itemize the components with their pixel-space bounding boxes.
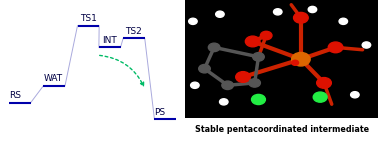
Circle shape <box>236 72 250 82</box>
Text: Stable pentacoordinated intermediate: Stable pentacoordinated intermediate <box>195 125 369 134</box>
Circle shape <box>260 31 272 40</box>
Circle shape <box>191 82 199 88</box>
Circle shape <box>251 94 265 105</box>
Circle shape <box>292 52 310 66</box>
Circle shape <box>220 99 228 105</box>
Circle shape <box>308 6 317 13</box>
Circle shape <box>292 60 299 65</box>
Circle shape <box>328 42 343 53</box>
Circle shape <box>317 78 332 88</box>
Circle shape <box>274 9 282 15</box>
Text: TS1: TS1 <box>80 14 97 23</box>
Text: PS: PS <box>155 108 166 117</box>
Circle shape <box>216 11 224 17</box>
Circle shape <box>199 64 210 73</box>
Circle shape <box>294 12 308 23</box>
Bar <box>185 0 378 118</box>
Circle shape <box>189 18 197 24</box>
Circle shape <box>351 92 359 98</box>
Circle shape <box>253 53 264 61</box>
Text: WAT: WAT <box>43 74 62 83</box>
Circle shape <box>313 92 327 102</box>
Text: INT: INT <box>102 36 117 45</box>
Circle shape <box>222 81 233 90</box>
Circle shape <box>339 18 347 24</box>
Circle shape <box>362 42 371 48</box>
Text: RS: RS <box>9 91 21 100</box>
Circle shape <box>249 79 260 87</box>
Circle shape <box>245 36 260 47</box>
Circle shape <box>208 43 220 52</box>
Text: TS2: TS2 <box>125 27 142 36</box>
